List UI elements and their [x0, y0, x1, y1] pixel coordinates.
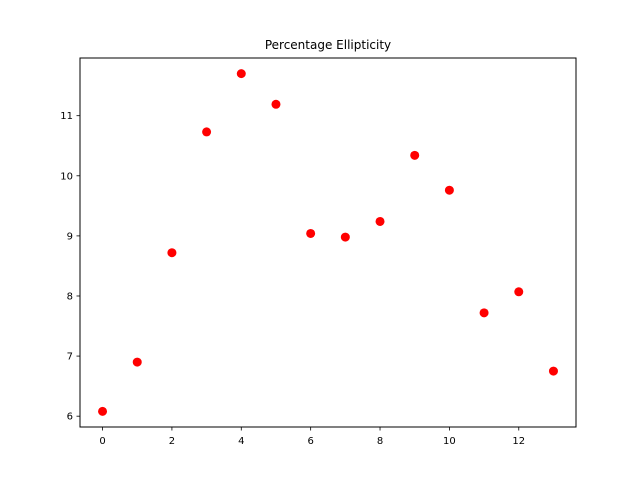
y-tick-label: 11 — [60, 111, 73, 122]
data-point — [202, 127, 212, 137]
x-tick-label: 12 — [512, 436, 525, 447]
x-tick-label: 10 — [443, 436, 456, 447]
data-point — [444, 185, 454, 195]
x-tick-label: 6 — [307, 436, 313, 447]
chart-title: Percentage Ellipticity — [265, 38, 391, 52]
data-point — [548, 366, 558, 376]
data-point — [340, 232, 350, 242]
data-point — [514, 287, 524, 297]
x-tick-label: 0 — [99, 436, 105, 447]
data-point — [167, 248, 177, 258]
data-point — [132, 357, 142, 367]
plot-area-frame — [79, 57, 577, 428]
y-tick-label: 8 — [67, 291, 73, 302]
x-axis: 0 2 4 6 8 10 12 — [99, 427, 525, 447]
data-point — [98, 406, 108, 416]
x-tick-label: 8 — [377, 436, 383, 447]
x-tick-label: 4 — [238, 436, 244, 447]
y-tick-label: 10 — [60, 171, 73, 182]
data-point — [479, 308, 489, 318]
data-point — [306, 228, 316, 238]
data-point — [271, 99, 281, 109]
data-point — [236, 69, 246, 79]
y-tick-label: 7 — [67, 352, 73, 363]
data-points — [98, 69, 558, 416]
data-point — [375, 216, 385, 226]
y-axis: 6 7 8 9 10 11 — [60, 111, 80, 423]
data-point — [410, 150, 420, 160]
y-tick-label: 6 — [67, 412, 73, 423]
x-tick-label: 2 — [169, 436, 175, 447]
y-tick-label: 9 — [67, 231, 73, 242]
